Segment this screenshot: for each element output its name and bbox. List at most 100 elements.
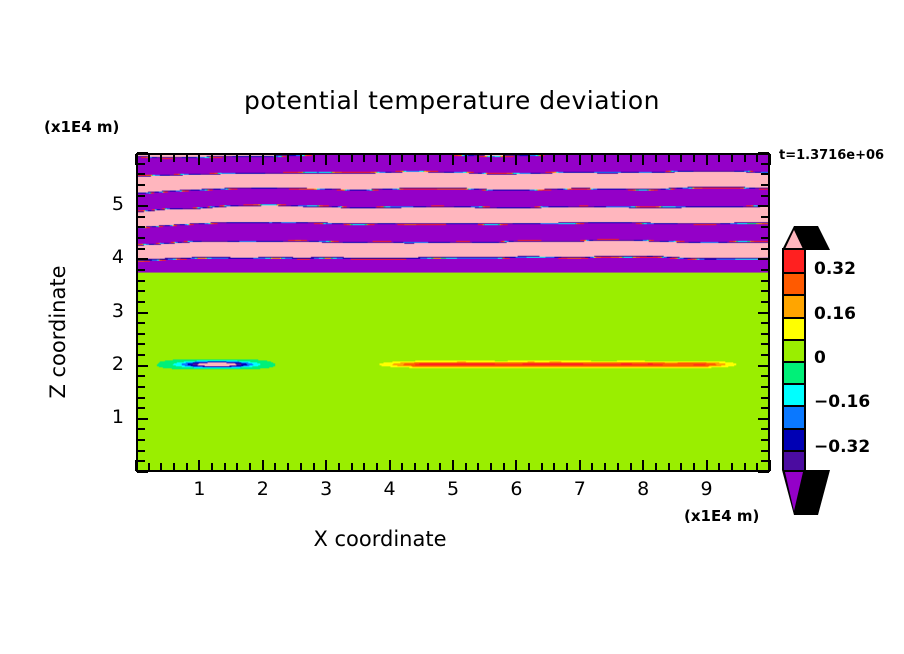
x-tick-top	[693, 154, 695, 162]
x-tick-top	[389, 154, 391, 165]
x-tick-top	[731, 154, 733, 162]
x-tick-top	[503, 154, 505, 162]
x-tick-bottom	[224, 463, 226, 471]
x-tick-bottom	[300, 463, 302, 471]
x-tick-top	[427, 154, 429, 162]
y-tick-right	[761, 322, 769, 324]
x-tick-label: 8	[637, 478, 650, 500]
x-tick-bottom	[756, 463, 758, 471]
y-tick-label: 5	[111, 193, 124, 216]
y-tick-left	[137, 237, 145, 239]
x-tick-bottom	[135, 460, 137, 471]
y-tick-right	[761, 269, 769, 271]
y-tick-left	[137, 205, 148, 207]
y-tick-left	[137, 428, 145, 430]
x-tick-bottom	[693, 463, 695, 471]
x-tick-label: 6	[510, 478, 523, 500]
y-tick-left	[137, 184, 145, 186]
x-tick-bottom	[148, 463, 150, 471]
x-tick-top	[744, 154, 746, 162]
x-tick-top	[579, 154, 581, 165]
y-tick-right	[761, 386, 769, 388]
x-tick-label: 9	[700, 478, 713, 500]
x-tick-top	[325, 154, 327, 165]
x-tick-top	[236, 154, 238, 162]
x-tick-top	[414, 154, 416, 162]
x-tick-label: 7	[573, 478, 586, 500]
y-tick-left	[137, 386, 145, 388]
x-tick-top	[313, 154, 315, 162]
y-tick-right	[758, 471, 769, 473]
time-annotation: t=1.3716e+06	[779, 148, 885, 163]
x-tick-bottom	[414, 463, 416, 471]
x-tick-top	[211, 154, 213, 162]
x-tick-bottom	[439, 463, 441, 471]
y-tick-right	[761, 460, 769, 462]
x-tick-top	[515, 154, 517, 165]
y-tick-left	[137, 439, 145, 441]
y-tick-right	[761, 407, 769, 409]
x-tick-top	[274, 154, 276, 162]
x-tick-top	[769, 154, 771, 165]
y-tick-right	[761, 354, 769, 356]
y-tick-left	[137, 301, 145, 303]
colorbar-tick-label: 0	[814, 348, 826, 368]
y-tick-right	[761, 301, 769, 303]
y-tick-left	[137, 258, 148, 260]
y-tick-right	[761, 226, 769, 228]
x-tick-bottom	[287, 463, 289, 471]
y-tick-right	[761, 397, 769, 399]
x-tick-label: 3	[320, 478, 333, 500]
colorbar-tick-label: −0.16	[814, 392, 871, 413]
x-tick-bottom	[718, 463, 720, 471]
x-tick-top	[477, 154, 479, 162]
x-tick-top	[655, 154, 657, 162]
colorbar-segment	[784, 272, 804, 297]
y-tick-right	[758, 312, 769, 314]
x-tick-top	[363, 154, 365, 162]
colorbar-segment	[784, 427, 804, 453]
y-tick-right	[761, 237, 769, 239]
contour-field	[138, 155, 768, 470]
x-tick-bottom	[490, 463, 492, 471]
x-tick-top	[452, 154, 454, 165]
x-tick-top	[465, 154, 467, 162]
colorbar-body[interactable]	[782, 248, 806, 475]
x-tick-top	[173, 154, 175, 162]
y-tick-right	[761, 184, 769, 186]
x-tick-top	[668, 154, 670, 162]
y-tick-left	[137, 418, 148, 420]
y-tick-right	[758, 365, 769, 367]
x-tick-bottom	[465, 463, 467, 471]
x-tick-top	[249, 154, 251, 162]
y-tick-right	[761, 439, 769, 441]
y-tick-label: 4	[111, 246, 124, 269]
y-tick-label: 2	[111, 352, 124, 375]
x-tick-top	[186, 154, 188, 162]
y-tick-right	[761, 280, 769, 282]
x-tick-bottom	[338, 463, 340, 471]
x-tick-bottom	[211, 463, 213, 471]
colorbar-over-arrow	[782, 226, 830, 250]
y-tick-left	[137, 365, 148, 367]
y-tick-left	[137, 407, 145, 409]
y-tick-right	[761, 216, 769, 218]
y-tick-right	[761, 195, 769, 197]
x-tick-label: 5	[446, 478, 460, 500]
x-tick-top	[490, 154, 492, 162]
y-tick-left	[137, 450, 145, 452]
x-tick-top	[300, 154, 302, 162]
x-tick-top	[528, 154, 530, 162]
y-tick-left	[137, 397, 145, 399]
y-tick-right	[761, 290, 769, 292]
x-tick-top	[224, 154, 226, 162]
x-tick-top	[604, 154, 606, 162]
contour-plot-area[interactable]	[136, 153, 770, 472]
x-tick-bottom	[617, 463, 619, 471]
colorbar-tick-label: 0.16	[814, 303, 856, 324]
x-tick-bottom	[274, 463, 276, 471]
x-tick-bottom	[591, 463, 593, 471]
x-tick-bottom	[769, 460, 771, 471]
y-tick-right	[761, 428, 769, 430]
colorbar[interactable]: 0.32 0.16 0 −0.16 −0.32	[772, 225, 870, 515]
